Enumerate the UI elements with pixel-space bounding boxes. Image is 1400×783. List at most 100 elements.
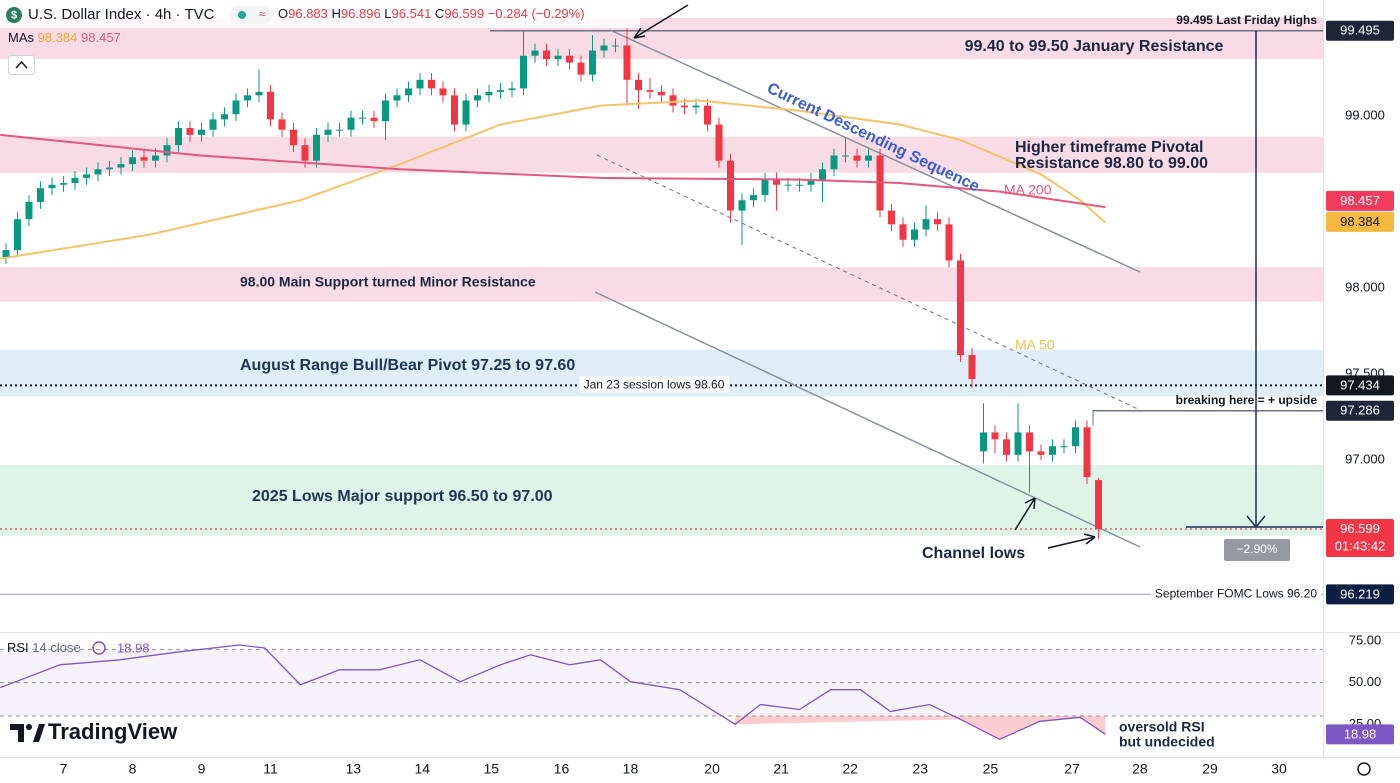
- candle-body: [1014, 432, 1022, 455]
- candle-body: [623, 45, 631, 80]
- price-tag: [1326, 20, 1394, 41]
- price-line-note: breaking here = + upside: [1176, 393, 1318, 407]
- candle-body: [416, 79, 424, 89]
- candle-body: [588, 50, 596, 75]
- price-tag-label: 96.219: [1340, 586, 1380, 601]
- candle-body: [450, 95, 458, 125]
- pct-box: [1224, 539, 1290, 561]
- x-tick-label: 15: [484, 761, 500, 777]
- candle-body: [381, 100, 389, 122]
- candle-body: [945, 224, 953, 261]
- candle-body: [186, 127, 194, 135]
- candle-body: [1037, 451, 1045, 455]
- note-bg: [579, 376, 729, 393]
- settings-icon[interactable]: [1357, 762, 1371, 776]
- rsi-params: 14 close: [32, 640, 80, 655]
- y-tick-label: 97.500: [1345, 365, 1385, 380]
- candle-body: [807, 179, 815, 185]
- candle-body: [278, 119, 286, 130]
- candle-body: [82, 174, 90, 178]
- ohlc-key: H: [332, 6, 341, 21]
- x-tick-label: 18: [623, 761, 639, 777]
- rsi-note: oversold RSI: [1119, 719, 1205, 735]
- candle-body: [531, 50, 539, 56]
- ohlc-key: L: [384, 6, 391, 21]
- ohlc-value: 96.896: [341, 6, 381, 21]
- candle-body: [312, 134, 320, 161]
- x-tick-label: 11: [263, 761, 278, 777]
- candle-body: [577, 62, 585, 75]
- candle-body: [266, 91, 274, 120]
- candle-body: [370, 117, 378, 122]
- ohlc-key: C: [435, 6, 444, 21]
- candle-body: [819, 169, 827, 180]
- x-tick-label: 13: [346, 761, 362, 777]
- candle-body: [335, 129, 343, 131]
- ma-legend-label: MAs: [8, 30, 35, 45]
- collapse-button[interactable]: [8, 55, 35, 75]
- candle-body: [554, 55, 562, 60]
- symbol-logo: [6, 7, 22, 23]
- price-tag-label: 99.495: [1340, 23, 1380, 38]
- candle-body: [773, 179, 781, 185]
- annotation: MA 50: [1015, 337, 1055, 353]
- zone: [0, 465, 1323, 536]
- candle-body: [1026, 432, 1034, 452]
- candle-body: [25, 201, 33, 220]
- x-tick-label: 22: [842, 761, 858, 777]
- zone-label: 99.40 to 99.50 January Resistance: [965, 38, 1224, 55]
- annotation: −2.90%: [1236, 542, 1277, 556]
- target-arrow: [1186, 31, 1323, 528]
- chart-title[interactable]: U.S. Dollar Index · 4h · TVC: [28, 6, 215, 23]
- zone: [0, 136, 1323, 173]
- candle-body: [324, 129, 332, 135]
- candle-body: [2, 250, 10, 257]
- price-tag-label: 98.457: [1340, 193, 1380, 208]
- candle-body: [36, 188, 44, 202]
- candle-body: [888, 210, 896, 225]
- y-tick-label: 99.000: [1345, 107, 1385, 122]
- x-tick-label: 28: [1132, 761, 1148, 777]
- price-line-note: September FOMC Lows 96.20: [1155, 586, 1317, 600]
- status-icon: ≈: [259, 7, 266, 21]
- candle-body: [968, 355, 976, 380]
- zone-label: August Range Bull/Bear Pivot 97.25 to 97…: [240, 357, 575, 374]
- rsi-legend: RSI 14 close: [7, 640, 81, 655]
- candle-body: [646, 90, 654, 92]
- zone: [0, 267, 1323, 302]
- status-pill[interactable]: [230, 6, 272, 24]
- annotation: MA 200: [1004, 182, 1052, 198]
- candle-body: [209, 119, 217, 130]
- ohlc-legend: O96.883 H96.896 L96.541 C96.599 −0.284 (…: [278, 6, 585, 21]
- price-tag: [1326, 584, 1394, 605]
- candle-body: [197, 129, 205, 135]
- candle-body: [289, 129, 297, 146]
- candle-body: [1095, 480, 1103, 529]
- ma-legend: MAs 98.384 98.457: [8, 30, 121, 45]
- channel-upper: [609, 29, 1141, 273]
- candle-body: [13, 219, 21, 251]
- candle-body: [600, 45, 608, 51]
- rsi-oversold-fill: [735, 716, 1106, 740]
- x-tick-label: 23: [912, 761, 928, 777]
- price-tag-label: 98.384: [1340, 214, 1380, 229]
- rsi-legend-value: 18.98: [117, 640, 150, 655]
- ma-legend-value: 98.384: [38, 30, 78, 45]
- candle-body: [163, 145, 171, 156]
- x-tick-label: 30: [1271, 761, 1287, 777]
- ohlc-value: 96.883: [288, 6, 328, 21]
- zone-label: Higher timeframe Pivotal: [1015, 139, 1204, 156]
- ma-legend-value: 98.457: [81, 30, 121, 45]
- candle-body: [519, 55, 527, 89]
- moving-average: [0, 133, 1106, 209]
- candle-body: [232, 100, 240, 115]
- channel-mid: [596, 154, 1141, 411]
- candle-body: [796, 184, 804, 186]
- candle-body: [59, 183, 67, 185]
- candle-body: [220, 114, 228, 120]
- y-tick-label: 97.000: [1345, 451, 1385, 466]
- candle-body: [485, 91, 493, 96]
- zone-label: Resistance 98.80 to 99.00: [1015, 155, 1208, 172]
- y-tick-label: 98.000: [1345, 279, 1385, 294]
